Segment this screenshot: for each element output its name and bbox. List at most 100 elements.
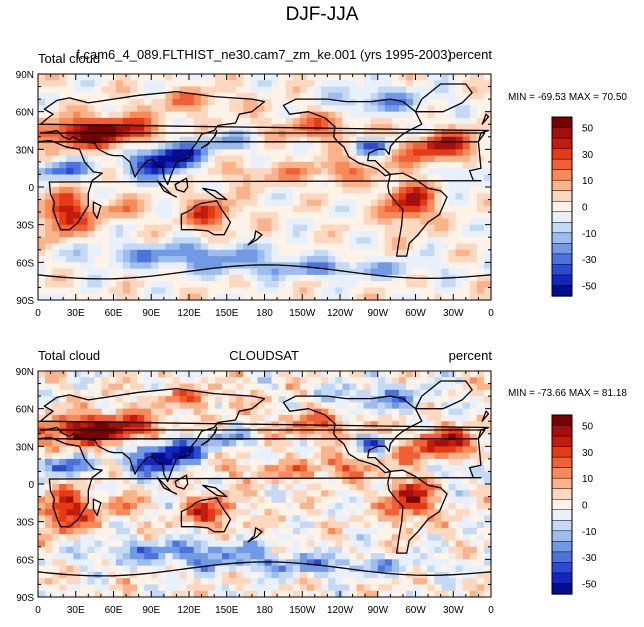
colorbar-swatch: [551, 467, 573, 479]
colorbar-swatch: [551, 232, 573, 245]
latitude-tick-label: 90N: [16, 367, 34, 378]
colorbar-swatch: [551, 200, 573, 213]
colorbar-tick-label: 0: [582, 203, 588, 214]
longitude-tick-label: 0: [35, 308, 41, 319]
colorbar-swatch: [551, 520, 573, 532]
longitude-tick-label: 90E: [142, 605, 160, 616]
colorbar-swatch: [551, 572, 573, 585]
colorbar-tick-label: -30: [582, 255, 597, 266]
colorbar-swatch: [551, 285, 573, 297]
colorbar-swatch: [551, 179, 573, 192]
colorbar-swatch: [551, 583, 573, 595]
colorbar-swatch: [551, 169, 573, 181]
colorbar-tick-label: 0: [582, 501, 588, 512]
latitude-tick-label: 90S: [16, 593, 34, 604]
colorbar-swatch: [551, 190, 573, 202]
colorbar-swatch: [551, 551, 573, 564]
colorbar-swatch: [551, 435, 573, 448]
longitude-tick-label: 120E: [177, 605, 201, 616]
panel-units-label: percent: [448, 47, 492, 62]
latitude-tick-label: 60N: [16, 108, 34, 119]
coastlines: [37, 380, 492, 577]
colorbar-tick-label: 10: [582, 176, 594, 187]
colorbar-swatch: [551, 562, 573, 574]
colorbar-swatch: [551, 477, 573, 490]
colorbar-swatch: [551, 446, 573, 458]
colorbar: 50 30 10 0 -10 -30 -50: [551, 414, 597, 595]
colorbar-swatch: [551, 425, 573, 437]
panel-variable-label: Total cloud: [38, 348, 101, 363]
cloud-difference-field: [38, 371, 492, 598]
longitude-tick-label: 90W: [367, 605, 388, 616]
latitude-tick-label: 60S: [16, 555, 34, 566]
latitude-tick-label: 60S: [16, 258, 34, 269]
colorbar-swatch: [551, 253, 573, 266]
longitude-tick-label: 30W: [443, 605, 464, 616]
longitude-tick-label: 0: [488, 308, 494, 319]
longitude-tick-label: 60W: [405, 308, 426, 319]
colorbar-swatch: [551, 414, 573, 427]
longitude-tick-label: 180: [256, 308, 273, 319]
latitude-tick-label: 30N: [16, 442, 34, 453]
colorbar-tick-label: -50: [582, 282, 597, 293]
colorbar-tick-label: -50: [582, 580, 597, 591]
panel-units-label: percent: [448, 348, 492, 363]
colorbar-tick-label: 30: [582, 150, 594, 161]
latitude-tick-label: 30N: [16, 145, 34, 156]
longitude-tick-label: 30E: [67, 605, 85, 616]
colorbar-swatch: [551, 137, 573, 150]
longitude-tick-label: 120W: [327, 308, 354, 319]
colorbar-swatch: [551, 498, 573, 511]
colorbar-swatch: [551, 158, 573, 171]
coastlines: [37, 83, 492, 280]
colorbar-swatch: [551, 509, 573, 521]
colorbar-tick-label: -10: [582, 527, 597, 538]
longitude-tick-label: 150W: [289, 605, 316, 616]
latitude-tick-label: 30S: [16, 518, 34, 529]
longitude-tick-label: 180: [256, 605, 273, 616]
longitude-tick-label: 90E: [142, 308, 160, 319]
longitude-tick-label: 150E: [215, 605, 239, 616]
colorbar-tick-label: 50: [582, 422, 594, 433]
colorbar-swatch: [551, 456, 573, 469]
latitude-tick-label: 90S: [16, 296, 34, 307]
colorbar-swatch: [551, 116, 573, 129]
longitude-tick-label: 0: [488, 605, 494, 616]
colorbar-swatch: [551, 243, 573, 255]
colorbar-swatch: [551, 127, 573, 139]
longitude-tick-label: 30E: [67, 308, 85, 319]
colorbar: 50 30 10 0 -10 -30 -50: [551, 116, 597, 297]
longitude-tick-label: 120W: [327, 605, 354, 616]
min-max-readout: MIN = -69.53 MAX = 70.50: [508, 92, 627, 103]
panel-variable-label: Total cloud: [38, 51, 101, 66]
longitude-tick-label: 150E: [215, 308, 239, 319]
colorbar-tick-label: 50: [582, 124, 594, 135]
colorbar-swatch: [551, 211, 573, 223]
latitude-tick-label: 0: [28, 183, 34, 194]
longitude-tick-label: 0: [35, 605, 41, 616]
map-panel-model: Total cloud f.cam6_4_089.FLTHIST_ne30.ca…: [0, 46, 644, 336]
colorbar-swatch: [551, 530, 573, 543]
cloud-difference-field: [38, 74, 492, 301]
axis-ticks: [37, 73, 492, 301]
axis-ticks: [37, 370, 492, 598]
colorbar-swatch: [551, 148, 573, 160]
longitude-tick-label: 150W: [289, 308, 316, 319]
longitude-tick-label: 120E: [177, 308, 201, 319]
colorbar-swatch: [551, 541, 573, 553]
latitude-tick-label: 0: [28, 480, 34, 491]
map-panel-obs: Total cloud CLOUDSAT percent MIN = -73.6…: [0, 345, 644, 627]
min-max-readout: MIN = -73.66 MAX = 81.18: [508, 388, 627, 399]
longitude-tick-label: 60E: [105, 308, 123, 319]
colorbar-tick-label: 30: [582, 448, 594, 459]
colorbar-swatch: [551, 264, 573, 276]
colorbar-swatch: [551, 488, 573, 500]
latitude-tick-label: 30S: [16, 221, 34, 232]
colorbar-swatch: [551, 222, 573, 234]
latitude-tick-label: 90N: [16, 70, 34, 81]
longitude-tick-label: 60E: [105, 605, 123, 616]
longitude-tick-label: 90W: [367, 308, 388, 319]
colorbar-tick-label: -10: [582, 229, 597, 240]
